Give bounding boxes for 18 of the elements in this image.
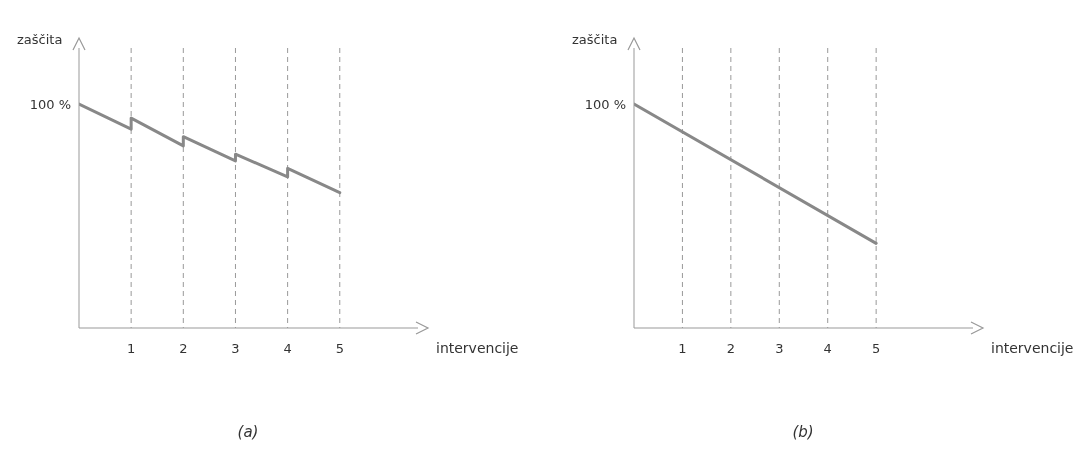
y-axis-title: zaščita xyxy=(572,32,618,47)
x-axis-title: intervencije xyxy=(991,340,1074,356)
x-tick-label: 4 xyxy=(823,341,832,357)
x-tick-label: 2 xyxy=(726,341,735,357)
x-tick-label: 4 xyxy=(283,341,292,357)
y-axis-title: zaščita xyxy=(17,32,63,47)
x-tick-label: 3 xyxy=(775,341,784,357)
text: (b) xyxy=(791,423,815,441)
x-tick-label: 2 xyxy=(179,341,188,357)
x-tick-label: 1 xyxy=(678,341,687,357)
x-tick-label: 1 xyxy=(127,341,136,357)
x-tick-label: 3 xyxy=(231,341,240,357)
x-axis-title: intervencije xyxy=(436,340,519,356)
x-tick-label: 5 xyxy=(335,341,344,357)
annotation: 100 % xyxy=(584,96,626,112)
annotation: 100 % xyxy=(29,96,71,112)
text: (a) xyxy=(236,423,260,441)
x-tick-label: 5 xyxy=(872,341,881,357)
